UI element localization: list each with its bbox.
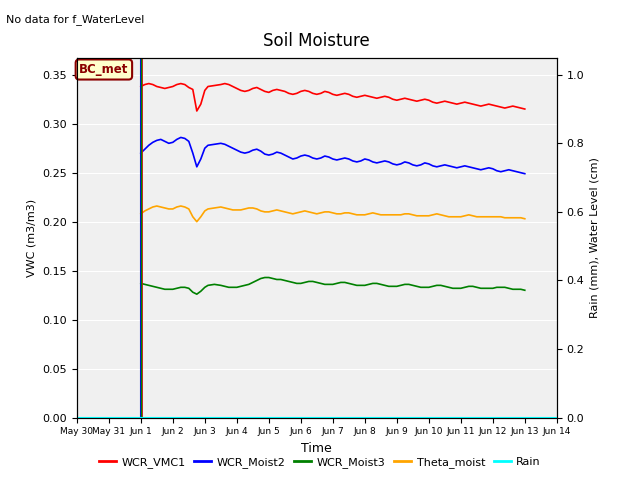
X-axis label: Time: Time <box>301 442 332 455</box>
Text: BC_met: BC_met <box>79 63 129 76</box>
Title: Soil Moisture: Soil Moisture <box>264 33 370 50</box>
Y-axis label: Rain (mm), Water Level (cm): Rain (mm), Water Level (cm) <box>590 157 600 318</box>
Y-axis label: VWC (m3/m3): VWC (m3/m3) <box>27 199 36 276</box>
Text: No data for f_WaterLevel: No data for f_WaterLevel <box>6 14 145 25</box>
Legend: WCR_VMC1, WCR_Moist2, WCR_Moist3, Theta_moist, Rain: WCR_VMC1, WCR_Moist2, WCR_Moist3, Theta_… <box>95 452 545 472</box>
